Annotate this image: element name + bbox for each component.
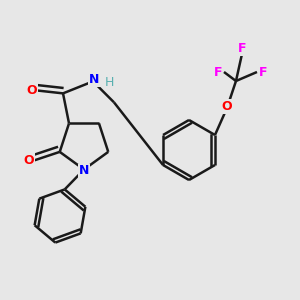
Text: F: F [214,65,222,79]
Text: N: N [89,74,100,86]
Text: O: O [26,84,37,97]
Text: F: F [259,65,267,79]
Text: O: O [23,154,34,167]
Text: N: N [79,164,89,178]
Text: F: F [238,41,246,55]
Text: O: O [222,100,232,113]
Text: H: H [105,76,114,89]
